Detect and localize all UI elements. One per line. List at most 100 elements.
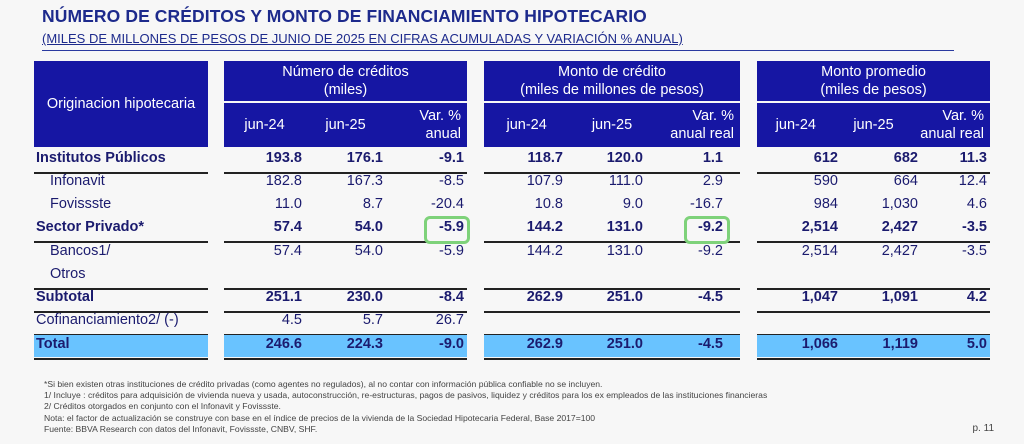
table-cell: -16.7 xyxy=(689,196,723,212)
table-cell: 230.0 xyxy=(346,289,383,305)
table-cell: 984 xyxy=(813,196,838,212)
table-cell: 2,514 xyxy=(801,219,838,235)
row-divider xyxy=(757,241,990,243)
table-cell: -4.5 xyxy=(698,289,723,305)
row-divider xyxy=(34,311,208,313)
column-header-label: jun-24 xyxy=(244,116,285,133)
row-divider xyxy=(484,172,740,174)
row-divider xyxy=(224,311,467,313)
table-cell: 251.1 xyxy=(265,289,302,305)
table-cell: 11.0 xyxy=(274,196,302,212)
footnote: 1/ Incluye : créditos para adquisición d… xyxy=(44,390,768,401)
table-cell: 5.7 xyxy=(362,312,383,328)
table-cell: -20.4 xyxy=(430,196,464,212)
table-cell: 131.0 xyxy=(606,243,643,259)
row-divider xyxy=(224,241,467,243)
table-cell: 167.3 xyxy=(346,173,383,189)
table-cell: -9.1 xyxy=(439,150,464,166)
table-cell: 26.7 xyxy=(435,312,464,328)
total-row-background xyxy=(224,335,467,357)
table-cell: 2,427 xyxy=(881,219,918,235)
table-cell: 54.0 xyxy=(354,219,383,235)
row-divider xyxy=(757,172,990,174)
column-header-label: jun-25 xyxy=(325,116,366,133)
table-cell: 57.4 xyxy=(273,219,302,235)
table-cell: 182.8 xyxy=(265,173,302,189)
table-cell: -8.5 xyxy=(439,173,464,189)
total-row-background xyxy=(484,335,740,357)
group-header-title: Número de créditos xyxy=(282,63,409,80)
table-cell: 120.0 xyxy=(606,150,643,166)
table-cell: 5.0 xyxy=(966,336,987,352)
table-cell: 1,047 xyxy=(801,289,838,305)
column-header: Var. % anual real xyxy=(654,103,740,147)
row-divider xyxy=(757,358,990,360)
table-cell: 54.0 xyxy=(354,243,383,259)
row-divider xyxy=(757,288,990,290)
row-label: Infonavit xyxy=(50,173,105,189)
table-cell: 2.9 xyxy=(702,173,723,189)
group-header: Monto promedio (miles de pesos) xyxy=(757,61,990,101)
row-divider xyxy=(224,172,467,174)
table-cell: 4.6 xyxy=(966,196,987,212)
table-cell: -8.4 xyxy=(439,289,464,305)
table-cell: 11.3 xyxy=(959,150,987,166)
column-header-label: jun-24 xyxy=(775,116,816,133)
footnote: Fuente: BBVA Research con datos del Info… xyxy=(44,423,318,434)
row-label: Institutos Públicos xyxy=(36,150,166,166)
table-cell: 262.9 xyxy=(526,336,563,352)
row-divider xyxy=(484,358,740,360)
table-cell: 1,066 xyxy=(801,336,838,352)
table-cell: 682 xyxy=(893,150,918,166)
table-cell: 246.6 xyxy=(265,336,302,352)
page-title: NÚMERO DE CRÉDITOS Y MONTO DE FINANCIAMI… xyxy=(42,6,647,26)
table-cell: 262.9 xyxy=(526,289,563,305)
table-cell: 1,119 xyxy=(882,336,919,352)
table-cell: -3.5 xyxy=(962,219,987,235)
group-header: Número de créditos (miles) xyxy=(224,61,467,101)
table-cell: 590 xyxy=(813,173,838,189)
row-divider xyxy=(34,172,208,174)
group-header: Monto de crédito (miles de millones de pe… xyxy=(484,61,740,101)
row-label: Subtotal xyxy=(36,289,94,305)
row-divider xyxy=(757,311,990,313)
column-header-label: Var. % xyxy=(419,107,461,124)
table-cell: 1,091 xyxy=(881,289,918,305)
page-number: p. 11 xyxy=(972,423,995,434)
row-divider xyxy=(224,288,467,290)
footnote: 2/ Créditos otorgados en conjunto con el… xyxy=(44,401,281,412)
table-cell: 107.9 xyxy=(526,173,563,189)
table-cell: -9.2 xyxy=(698,219,723,235)
row-divider xyxy=(484,241,740,243)
footnote: *Si bien existen otras instituciones de … xyxy=(44,379,603,389)
table-cell: 144.2 xyxy=(526,219,563,235)
row-header: Originacion hipotecaria xyxy=(34,61,208,147)
table-cell: 224.3 xyxy=(346,336,383,352)
table-cell: -9.2 xyxy=(698,243,723,259)
column-header: jun-25 xyxy=(305,103,386,147)
table-cell: 8.7 xyxy=(362,196,383,212)
table-cell: -5.9 xyxy=(439,219,464,235)
row-divider xyxy=(34,241,208,243)
row-divider xyxy=(224,358,467,360)
column-header: jun-24 xyxy=(484,103,570,147)
table-cell: 176.1 xyxy=(346,150,383,166)
column-header: Var. % anual real xyxy=(912,103,990,147)
table-cell: 118.7 xyxy=(527,150,564,166)
column-header-label: jun-24 xyxy=(506,116,547,133)
table-cell: 251.0 xyxy=(606,336,643,352)
column-header-label: anual xyxy=(425,126,461,142)
row-divider xyxy=(484,311,740,313)
table-cell: 664 xyxy=(893,173,918,189)
column-header: jun-24 xyxy=(757,103,835,147)
table-cell: 2,427 xyxy=(881,243,918,259)
table-cell: 12.4 xyxy=(958,173,987,189)
column-header-label: Var. % xyxy=(942,107,984,124)
group-header-unit: (miles de millones de pesos) xyxy=(520,82,704,98)
group-header-title: Monto promedio xyxy=(821,63,926,80)
column-header: jun-24 xyxy=(224,103,305,147)
table-cell: 111.0 xyxy=(608,173,643,189)
row-label: Cofinanciamiento2/ (-) xyxy=(36,312,179,328)
table-cell: 193.8 xyxy=(265,150,302,166)
row-divider xyxy=(34,358,208,360)
